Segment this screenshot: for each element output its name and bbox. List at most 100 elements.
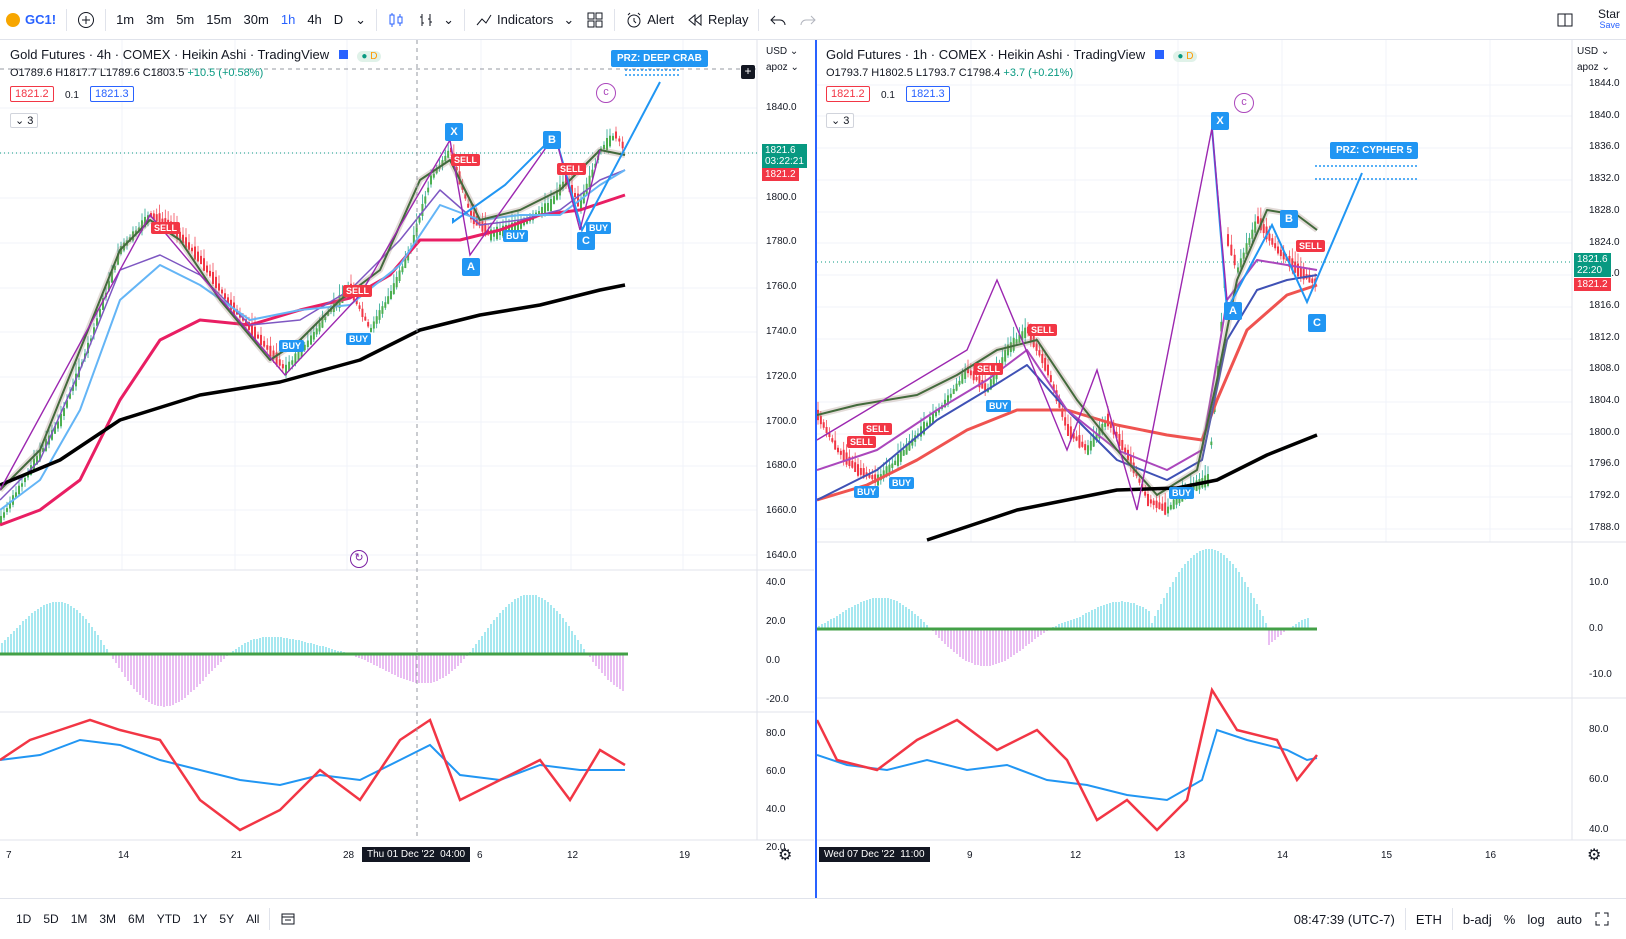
range-1y[interactable]: 1Y: [192, 912, 208, 926]
sell-price-button[interactable]: 1821.2: [10, 86, 54, 102]
tf-15m[interactable]: 15m: [206, 12, 232, 27]
candle-body: [1175, 498, 1178, 505]
chart-title-text: Gold Futures · 4h · COMEX · Heikin Ashi …: [10, 47, 330, 62]
collapse-indicators-button[interactable]: ⌄ 3: [10, 113, 39, 128]
compare-symbol-button[interactable]: [71, 0, 101, 40]
candle-body: [191, 247, 193, 252]
collapse-indicators-button[interactable]: ⌄ 3: [826, 113, 855, 128]
alert-button[interactable]: Alert: [619, 0, 680, 40]
range-1d[interactable]: 1D: [16, 912, 32, 926]
tf-1m[interactable]: 1m: [116, 12, 135, 27]
candle-body: [21, 483, 23, 487]
candle-body: [1124, 447, 1127, 453]
layout-button[interactable]: [580, 0, 610, 40]
candles-icon: [389, 12, 403, 27]
currency-selector[interactable]: USD ⌄: [766, 46, 799, 57]
left-chart-pane[interactable]: Gold Futures · 4h · COMEX · Heikin Ashi …: [0, 40, 814, 898]
candle-body: [955, 383, 958, 391]
rewind-icon: [688, 13, 702, 26]
tf-3m[interactable]: 3m: [146, 12, 165, 27]
divider: [269, 908, 271, 930]
split-layout-button[interactable]: [1550, 0, 1580, 40]
undo-button[interactable]: [763, 0, 793, 40]
auto-toggle[interactable]: auto: [1556, 911, 1582, 927]
candle-body: [511, 222, 513, 234]
range-3m[interactable]: 3M: [99, 912, 117, 926]
range-6m[interactable]: 6M: [128, 912, 145, 926]
indicators-button[interactable]: Indicators ⌄: [469, 0, 580, 40]
candle-body: [920, 426, 922, 437]
clock-timezone[interactable]: 08:47:39 (UTC-7): [1293, 911, 1395, 927]
chevron-down-icon[interactable]: ⌄: [355, 11, 367, 27]
redo-button[interactable]: [793, 0, 823, 40]
rsi-tick-label: 40.0: [766, 804, 786, 815]
candle-body: [66, 400, 68, 408]
candle-body: [565, 174, 567, 186]
tf-d[interactable]: D: [333, 12, 344, 27]
tf-30m[interactable]: 30m: [243, 12, 269, 27]
candle-body: [984, 383, 987, 392]
adjustment-toggle[interactable]: b-adj: [1462, 911, 1492, 927]
range-5y[interactable]: 5Y: [219, 912, 235, 926]
buy-price-button[interactable]: 1821.3: [906, 86, 950, 102]
ohlc-values: O1789.6 H1817.7 L1789.6 C1803.5 +10.5 (+…: [10, 67, 263, 79]
session-toggle[interactable]: ETH: [1415, 911, 1442, 927]
add-plus-icon[interactable]: +: [741, 65, 755, 79]
candle-body: [562, 181, 564, 189]
sync-icon[interactable]: ↻: [350, 550, 368, 568]
candle-body: [1064, 417, 1067, 426]
settings-gear-icon[interactable]: ⚙: [778, 847, 793, 864]
prz-label[interactable]: PRZ: DEEP CRAB: [611, 50, 708, 67]
goto-date-button[interactable]: [274, 899, 302, 939]
candle-body: [1282, 252, 1285, 260]
log-toggle[interactable]: log: [1527, 911, 1545, 927]
ohlc-values: O1793.7 H1802.5 L1793.7 C1798.4 +3.7 (+0…: [826, 67, 1073, 79]
tf-4h[interactable]: 4h: [307, 12, 322, 27]
save-menu[interactable]: Star Save: [1580, 0, 1626, 40]
percent-toggle[interactable]: %: [1503, 911, 1516, 927]
oscillator-tick-label: 20.0: [766, 616, 786, 627]
candle-body: [318, 322, 321, 332]
candle-body: [1104, 421, 1107, 427]
bars-type-button[interactable]: ⌄: [411, 0, 460, 40]
sell-price-button[interactable]: 1821.2: [826, 86, 870, 102]
price-tick-label: 1720.0: [766, 370, 797, 382]
flag-icon[interactable]: [1154, 50, 1164, 59]
candle-body: [288, 361, 291, 371]
candle-body: [194, 246, 196, 260]
candle-body: [421, 203, 424, 217]
buy-price-button[interactable]: 1821.3: [90, 86, 134, 102]
range-1m[interactable]: 1M: [70, 912, 88, 926]
candle-body: [1308, 274, 1311, 283]
scale-mode-selector[interactable]: apoz ⌄: [1577, 62, 1610, 73]
candle-body: [1164, 502, 1167, 515]
tf-5m[interactable]: 5m: [176, 12, 195, 27]
replay-button[interactable]: Replay: [680, 0, 754, 40]
price-tick-label: 1840.0: [766, 102, 797, 113]
range-all[interactable]: All: [246, 912, 260, 926]
candle-body: [281, 364, 284, 369]
undo-icon: [770, 15, 786, 25]
candle-body: [517, 220, 519, 232]
pattern-point-c: C: [577, 232, 595, 250]
currency-selector[interactable]: USD ⌄: [1577, 46, 1610, 57]
settings-gear-icon[interactable]: ⚙: [1587, 847, 1602, 864]
candle-body: [1149, 499, 1152, 504]
right-chart-pane[interactable]: Gold Futures · 1h · COMEX · Heikin Ashi …: [815, 40, 1626, 898]
symbol-search[interactable]: GC1!: [0, 0, 62, 40]
candle-type-button[interactable]: [381, 0, 411, 40]
fullscreen-button[interactable]: [1588, 899, 1616, 939]
flag-icon[interactable]: [338, 50, 348, 59]
range-ytd[interactable]: YTD: [156, 912, 181, 926]
time-tick-label: 16: [1485, 850, 1497, 861]
candle-body: [444, 155, 447, 162]
candle-body: [1072, 432, 1075, 439]
candle-body: [1021, 331, 1024, 341]
range-5d[interactable]: 5D: [43, 912, 59, 926]
candle-body: [141, 220, 143, 231]
candle-body: [949, 393, 952, 398]
candle-body: [1265, 226, 1268, 240]
scale-mode-selector[interactable]: apoz ⌄: [766, 62, 799, 73]
prz-label[interactable]: PRZ: CYPHER 5: [1330, 142, 1419, 159]
tf-1h[interactable]: 1h: [280, 12, 296, 27]
